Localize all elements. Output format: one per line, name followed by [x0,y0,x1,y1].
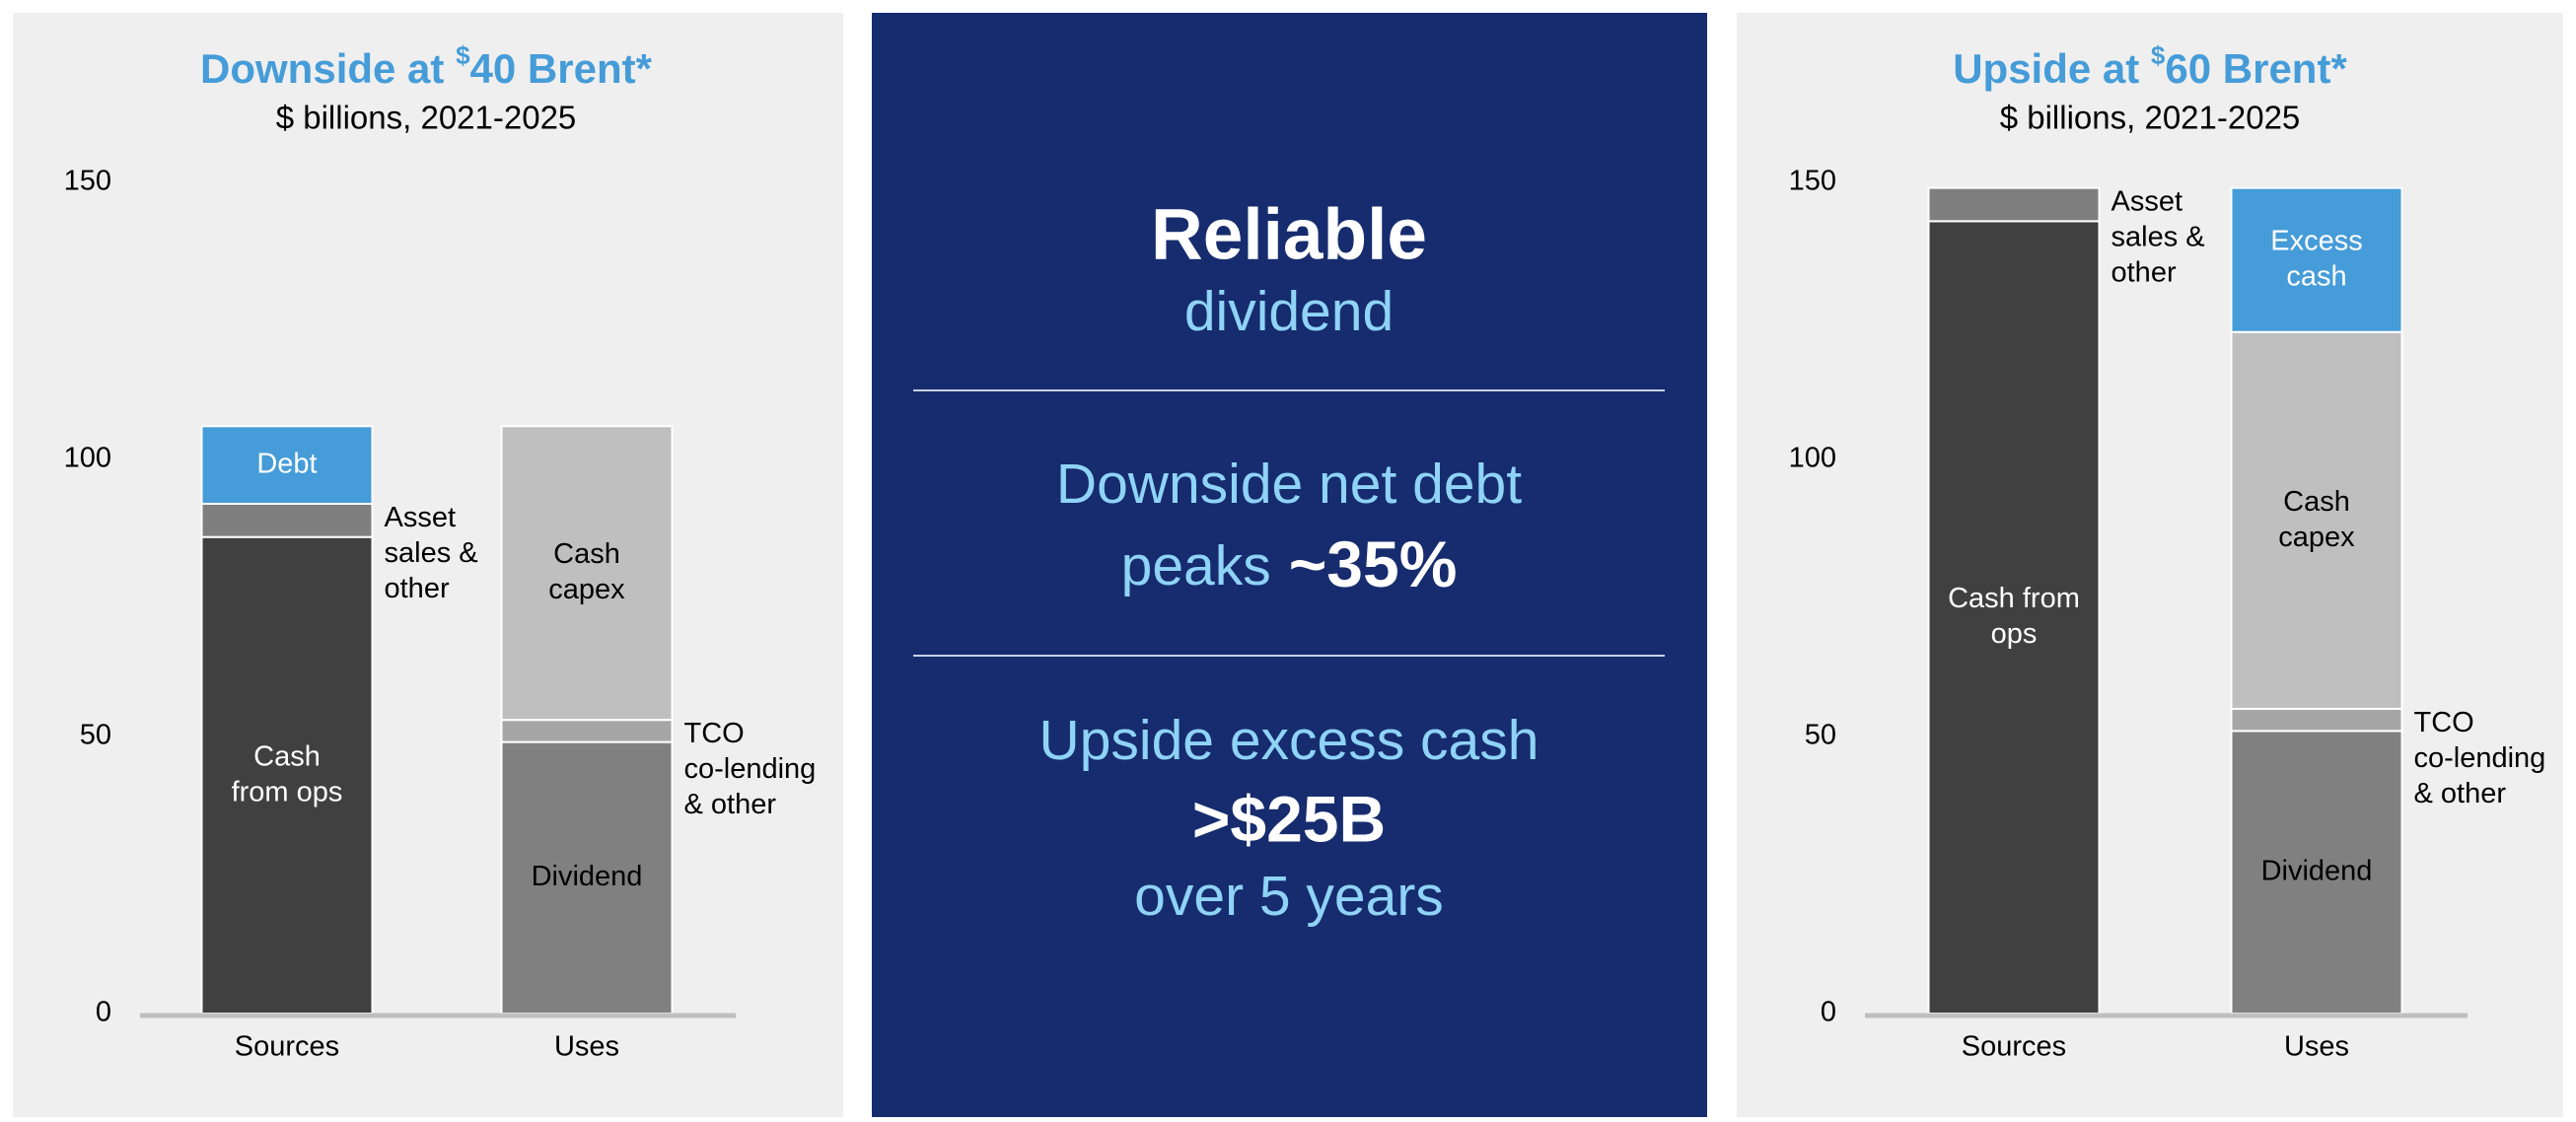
panel-value: >$25B [1192,782,1386,855]
bar-segment [2230,186,2403,333]
bar-segment [1927,186,2101,223]
bar-segment [2230,330,2403,710]
center-text: Reliable dividend Downside net debt peak… [913,194,1665,928]
y-tick-label: 50 [1805,720,1836,751]
chart-title: Downside at $40 Brent* [200,40,653,92]
segment-label: Cash from ops [1948,583,2080,650]
bar-segment [200,502,374,538]
chart-title: Upside at $60 Brent* [1953,40,2347,92]
bar-segment [500,719,674,743]
panel-subheading: dividend [1184,280,1394,343]
chart-subtitle: $ billions, 2021-2025 [276,100,577,136]
segment-label: Asset sales & other [2111,185,2205,288]
segment-label: Debt [256,448,317,479]
left-panel [13,13,843,1117]
center-panel [872,13,1707,1117]
segment-label: Cash from ops [232,740,343,807]
bar-segment [500,740,674,1015]
chart-subtitle: $ billions, 2021-2025 [2000,100,2301,136]
segment-label: TCO co-lending & other [2414,707,2546,809]
segment-label: Dividend [2261,855,2373,886]
segment-label: TCO co-lending & other [684,718,817,820]
segment-label: Excess cash [2270,225,2362,292]
bar-segment [2230,707,2403,733]
x-tick-label: Sources [235,1031,339,1063]
y-tick-label: 0 [1821,997,1836,1028]
panel-text: Upside excess cash [1039,709,1539,772]
segment-label: Dividend [532,861,643,892]
right-panel [1737,13,2563,1117]
y-tick-label: 100 [64,443,111,474]
segment-label: Cash capex [548,538,625,605]
segment-label: Cash capex [2278,485,2355,552]
panel-text: peaks ~35% [1121,527,1458,600]
y-tick-label: 150 [1789,166,1836,197]
bar-segment [500,425,674,722]
x-tick-label: Sources [1962,1031,2066,1063]
y-tick-label: 50 [80,720,111,751]
y-tick-label: 0 [96,997,111,1028]
panel-value: ~35% [1289,527,1458,600]
x-tick-label: Uses [2284,1031,2349,1063]
bar-segment [2230,730,2403,1015]
panel-text: peaks [1121,534,1271,597]
panel-text: Downside net debt [1056,453,1522,516]
y-tick-label: 100 [1789,443,1836,474]
x-tick-label: Uses [554,1031,619,1063]
y-tick-label: 150 [64,166,111,197]
segment-label: Asset sales & other [385,502,478,604]
panel-heading: Reliable [1151,194,1427,274]
panel-text: over 5 years [1134,865,1444,928]
bar-segment [200,425,374,505]
